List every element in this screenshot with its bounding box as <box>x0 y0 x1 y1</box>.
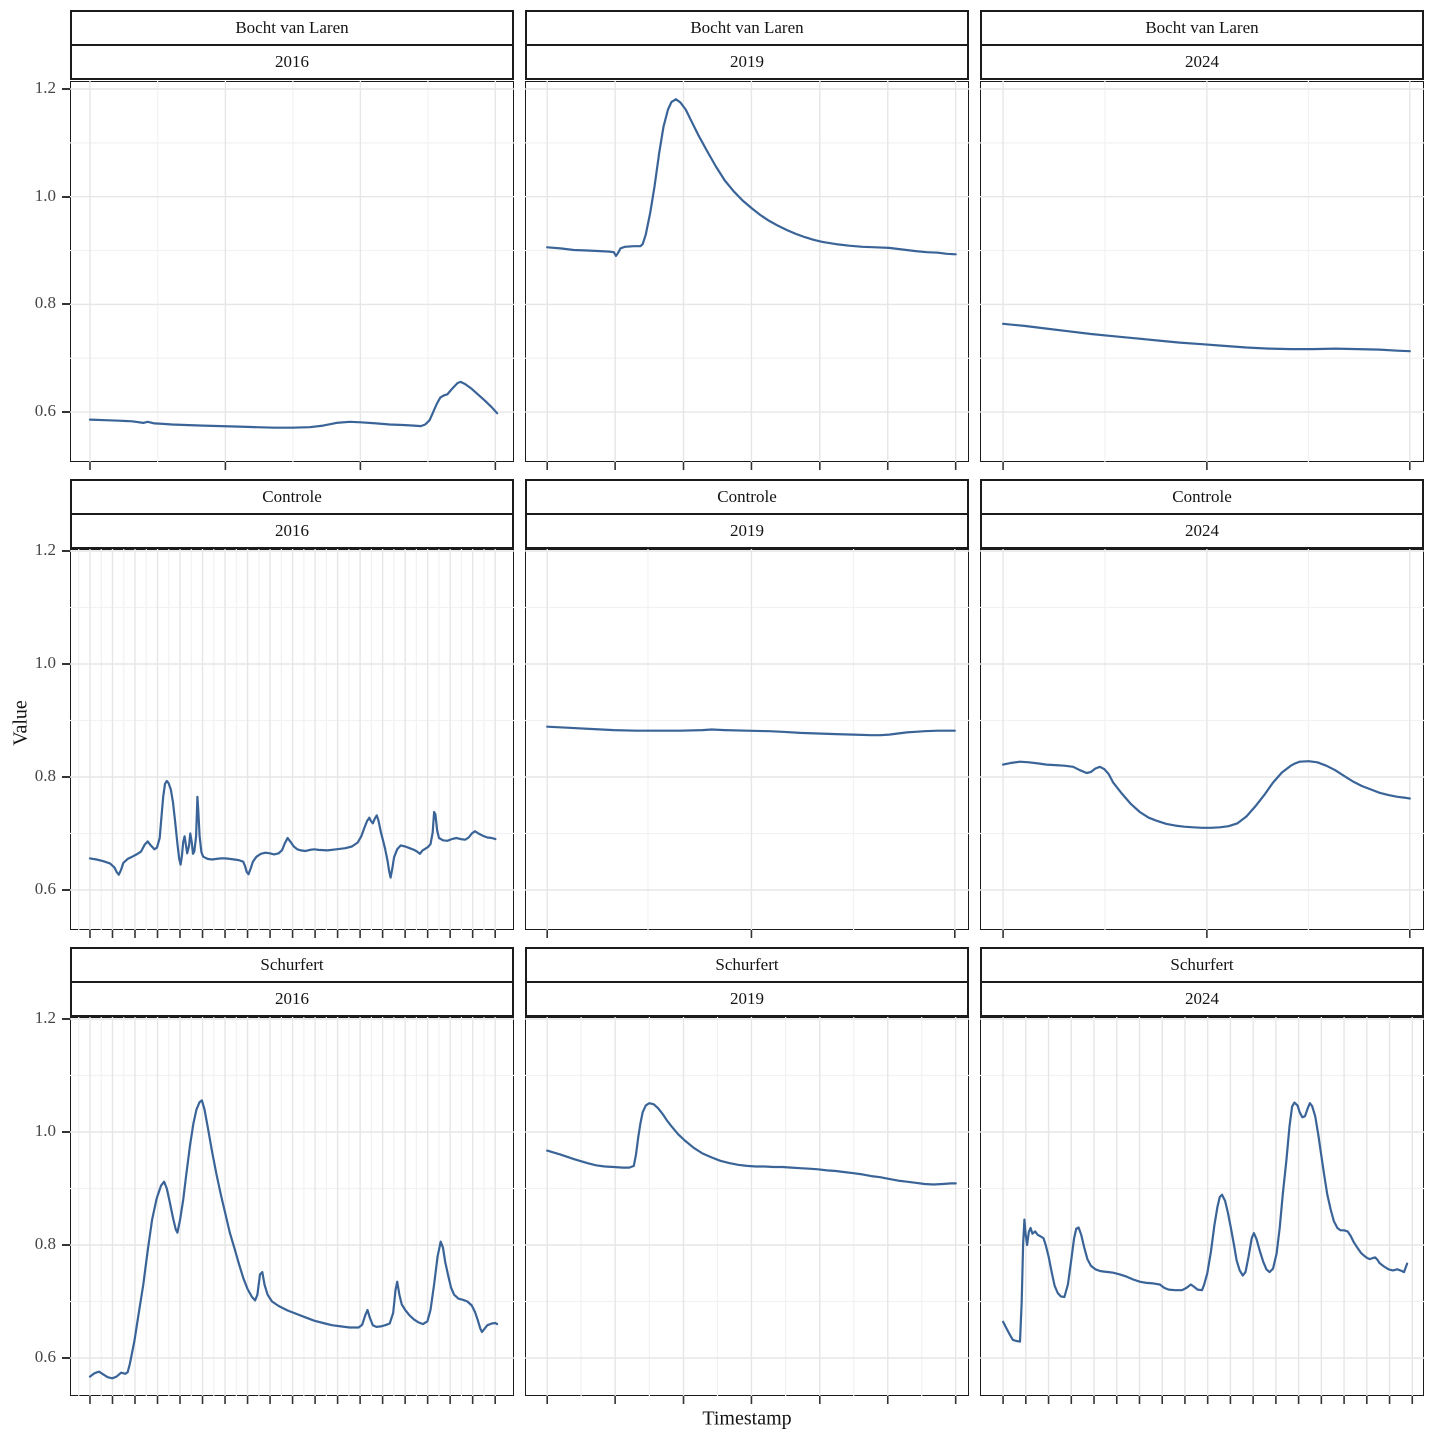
strip-text: Bocht van Laren <box>690 18 804 37</box>
y-tick-mark <box>62 196 70 198</box>
panel-controle-2024 <box>980 549 1424 930</box>
y-tick-label: 1.2 <box>34 78 56 97</box>
strip-text: 2019 <box>730 52 764 71</box>
panel-border <box>525 1017 969 1396</box>
strip-year-label: 2024 <box>980 44 1424 80</box>
strip-year-label: 2024 <box>980 513 1424 549</box>
y-tick-label: 1.0 <box>34 653 56 672</box>
panel-bocht-van-laren-2016 <box>70 81 514 462</box>
strip-year-label: 2019 <box>525 513 969 549</box>
strip-text: 2024 <box>1185 989 1219 1008</box>
strip-year-label: 2019 <box>525 981 969 1017</box>
y-tick-mark <box>62 889 70 891</box>
strip-text: Controle <box>262 487 322 506</box>
y-tick-label: 0.8 <box>34 766 56 785</box>
strip-year-label: 2016 <box>70 44 514 80</box>
strip-text: 2024 <box>1185 521 1219 540</box>
x-axis-ticks <box>89 930 496 938</box>
strip-row-label: Schurfert <box>980 947 1424 983</box>
y-tick-label: 1.2 <box>34 1008 56 1027</box>
strip-text: 2016 <box>275 989 309 1008</box>
panel-schurfert-2024 <box>980 1017 1424 1396</box>
x-axis-ticks <box>546 462 957 470</box>
strip-year-label: 2019 <box>525 44 969 80</box>
y-tick-mark <box>62 411 70 413</box>
strip-text: 2016 <box>275 521 309 540</box>
strip-text: Controle <box>1172 487 1232 506</box>
strip-row-label: Controle <box>525 479 969 515</box>
panel-bocht-van-laren-2024 <box>980 81 1424 462</box>
strip-year-label: 2024 <box>980 981 1424 1017</box>
strip-year-label: 2016 <box>70 981 514 1017</box>
strip-row-label: Controle <box>980 479 1424 515</box>
panel-border <box>525 81 969 462</box>
y-axis-title: Value <box>9 700 32 746</box>
strip-text: Bocht van Laren <box>235 18 349 37</box>
y-tick-label: 0.6 <box>34 879 56 898</box>
y-tick-label: 0.8 <box>34 1234 56 1253</box>
x-axis-ticks <box>1002 930 1411 938</box>
y-tick-mark <box>62 303 70 305</box>
panel-border <box>980 1017 1424 1396</box>
strip-text: 2016 <box>275 52 309 71</box>
strip-row-label: Controle <box>70 479 514 515</box>
y-tick-mark <box>62 550 70 552</box>
y-tick-mark <box>62 88 70 90</box>
x-axis-ticks <box>89 462 497 470</box>
x-axis-ticks <box>1002 1396 1414 1404</box>
y-tick-mark <box>62 1357 70 1359</box>
strip-text: Schurfert <box>260 955 324 974</box>
y-tick-label: 1.2 <box>34 540 56 559</box>
y-tick-mark <box>62 1018 70 1020</box>
strip-row-label: Bocht van Laren <box>980 10 1424 46</box>
strip-text: Controle <box>717 487 777 506</box>
y-tick-mark <box>62 663 70 665</box>
strip-text: 2024 <box>1185 52 1219 71</box>
strip-row-label: Bocht van Laren <box>70 10 514 46</box>
y-tick-mark <box>62 776 70 778</box>
x-axis-title: Timestamp <box>702 1407 792 1430</box>
x-axis-ticks <box>546 930 956 938</box>
x-axis-ticks <box>89 1396 496 1404</box>
strip-text: 2019 <box>730 521 764 540</box>
y-tick-mark <box>62 1131 70 1133</box>
panel-schurfert-2016 <box>70 1017 514 1396</box>
y-tick-label: 1.0 <box>34 186 56 205</box>
panel-controle-2016 <box>70 549 514 930</box>
panel-border <box>980 549 1424 930</box>
panel-controle-2019 <box>525 549 969 930</box>
strip-row-label: Schurfert <box>70 947 514 983</box>
x-axis-ticks <box>1002 462 1411 470</box>
y-tick-label: 0.6 <box>34 1347 56 1366</box>
strip-row-label: Bocht van Laren <box>525 10 969 46</box>
y-tick-label: 0.6 <box>34 401 56 420</box>
strip-year-label: 2016 <box>70 513 514 549</box>
strip-text: 2019 <box>730 989 764 1008</box>
panel-schurfert-2019 <box>525 1017 969 1396</box>
panel-border <box>525 549 969 930</box>
strip-text: Schurfert <box>1170 955 1234 974</box>
x-axis-ticks <box>546 1396 957 1404</box>
strip-text: Schurfert <box>715 955 779 974</box>
strip-row-label: Schurfert <box>525 947 969 983</box>
y-tick-mark <box>62 1244 70 1246</box>
y-tick-label: 1.0 <box>34 1121 56 1140</box>
panel-border <box>980 81 1424 462</box>
strip-text: Bocht van Laren <box>1145 18 1259 37</box>
panel-bocht-van-laren-2019 <box>525 81 969 462</box>
y-tick-label: 0.8 <box>34 293 56 312</box>
